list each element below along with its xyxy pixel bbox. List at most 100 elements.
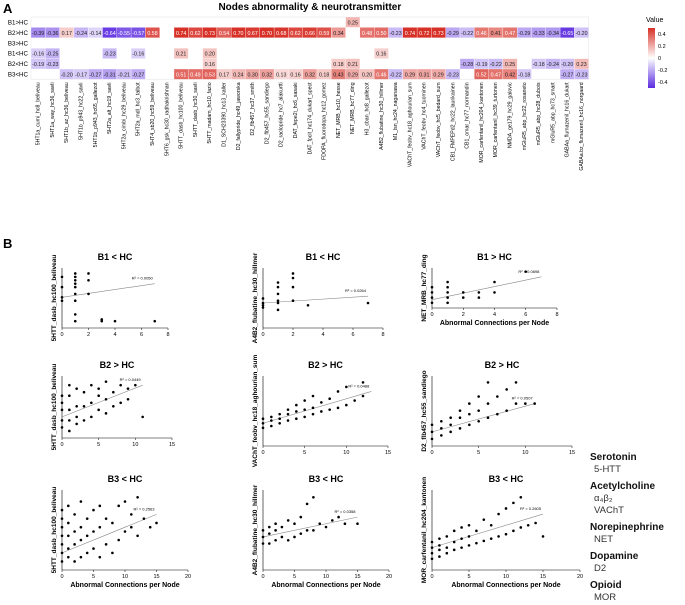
neurotransmitter-legend: Serotonin 5-HTT Acetylcholine α₄β₂ VAChT Nore… xyxy=(590,452,682,604)
heatmap-cell-value: 0.20 xyxy=(205,52,215,58)
scatter-title: B3 < HC xyxy=(309,474,344,484)
data-point xyxy=(82,419,86,422)
data-point xyxy=(278,417,281,421)
heatmap-column-label: 5HT2a_mdl_hc3_talbot xyxy=(136,82,142,136)
data-point xyxy=(112,404,115,408)
heatmap-cell xyxy=(574,27,589,38)
data-point xyxy=(73,292,77,296)
data-point xyxy=(445,535,449,538)
y-axis-label: 5HTT_dasb_hc100_beliveau xyxy=(51,487,58,574)
data-point xyxy=(293,535,296,539)
data-point xyxy=(79,500,83,503)
data-point xyxy=(111,521,114,525)
data-point xyxy=(534,521,537,525)
data-point xyxy=(468,423,471,427)
heatmap-cell-value: -0.22 xyxy=(390,72,402,78)
heatmap-cell-value: 0.34 xyxy=(333,31,343,37)
heatmap-cell-value: 0.23 xyxy=(576,62,586,68)
y-axis-label: A4B2_flubatine_hc30_hillmer xyxy=(252,252,259,343)
data-point xyxy=(328,408,331,411)
trend-line xyxy=(262,516,358,538)
data-point xyxy=(458,409,462,412)
data-point xyxy=(493,280,496,284)
heatmap-column-label: VAChT_feobv_hc4_tuominen xyxy=(422,82,428,149)
x-tick-label: 10 xyxy=(343,450,349,456)
data-point xyxy=(458,427,462,430)
data-point xyxy=(270,419,273,422)
data-point xyxy=(113,319,117,323)
heatmap-cell-value: -0.23 xyxy=(390,31,402,37)
heatmap-column-label: 5HT1b_p943_hc65_gallezot xyxy=(93,82,99,147)
heatmap-cell-value: 0.29 xyxy=(348,72,358,78)
heatmap-cell-value: 0.25 xyxy=(348,20,358,26)
colorbar-tick: 0.2 xyxy=(658,44,666,50)
legend-class: Norepinephrine xyxy=(590,522,664,533)
data-point xyxy=(67,521,70,525)
data-point xyxy=(430,557,434,561)
data-point xyxy=(497,535,500,538)
heatmap-row-label: B3<HC xyxy=(8,71,29,78)
x-tick-label: 0 xyxy=(60,442,63,448)
data-point xyxy=(276,281,280,284)
data-point xyxy=(111,551,114,555)
data-point xyxy=(126,397,130,401)
data-point xyxy=(60,534,64,538)
scatter-panel: B1 > HC 0 2 4 6 8 NET_MRB_hc77_ding Abnormal Co… xyxy=(421,252,559,327)
data-point xyxy=(261,421,265,425)
data-point xyxy=(261,542,265,545)
heatmap-cell-value: 0.62 xyxy=(290,31,300,37)
trend-line xyxy=(431,513,544,548)
heatmap-cell-value: 0.67 xyxy=(247,31,257,37)
data-point xyxy=(60,275,64,279)
data-point xyxy=(136,534,139,538)
heatmap-cell-value: 0.43 xyxy=(333,72,343,78)
heatmap-column-label: CB1_FMPEPd2_hc22_laurikainen xyxy=(450,82,456,161)
heatmap-cell-value: -0.16 xyxy=(32,52,44,58)
data-point xyxy=(438,555,441,558)
heatmap-cell-value: -0.27 xyxy=(132,72,144,78)
data-point xyxy=(445,551,449,555)
heatmap-cell-value: 0.21 xyxy=(176,52,186,58)
x-tick-label: 2 xyxy=(291,332,294,338)
data-point xyxy=(67,504,70,508)
data-point xyxy=(268,532,271,535)
data-point xyxy=(79,555,83,559)
data-point xyxy=(440,419,443,423)
r-squared-label: R² = 0.2605 xyxy=(520,506,542,511)
data-point xyxy=(153,319,157,323)
trend-line xyxy=(262,295,369,304)
data-point xyxy=(73,275,77,279)
data-point xyxy=(489,523,493,527)
data-point xyxy=(430,551,434,555)
heatmap-cell-value: 0.47 xyxy=(491,72,501,78)
data-point xyxy=(98,525,102,529)
data-point xyxy=(461,296,465,299)
data-point xyxy=(295,410,298,413)
data-point xyxy=(324,525,328,529)
legend-ligand: D2 xyxy=(594,563,607,574)
y-axis-label: VAChT_feobv_hc18_aghourian_sum xyxy=(252,354,259,467)
data-point xyxy=(104,517,108,520)
heatmap-cell-value: -0.57 xyxy=(132,31,144,37)
heatmap-cell-value: -0.14 xyxy=(89,31,101,37)
data-point xyxy=(134,383,137,387)
data-point xyxy=(461,291,465,294)
heatmap-cell-value: -0.23 xyxy=(104,52,116,58)
data-point xyxy=(305,529,309,532)
y-axis-label: 5HTT_dasb_hc100_beliveau xyxy=(51,255,58,342)
data-point xyxy=(286,419,290,422)
data-point xyxy=(430,285,434,289)
data-point xyxy=(446,280,449,284)
data-point xyxy=(75,387,78,390)
x-tick-label: 0 xyxy=(261,332,264,338)
x-tick-label: 5 xyxy=(467,574,470,580)
data-point xyxy=(286,408,290,411)
legend-class: Opioid xyxy=(590,580,622,591)
data-point xyxy=(320,401,323,404)
x-tick-label: 20 xyxy=(386,574,392,580)
heatmap-row-label: B1<HC xyxy=(8,51,29,58)
data-point xyxy=(493,291,496,294)
heatmap-cell-value: 0.46 xyxy=(376,72,386,78)
data-point xyxy=(130,513,133,516)
heatmap-column-label: VAChT_feobv_hc5_bedard_sum xyxy=(436,82,442,157)
